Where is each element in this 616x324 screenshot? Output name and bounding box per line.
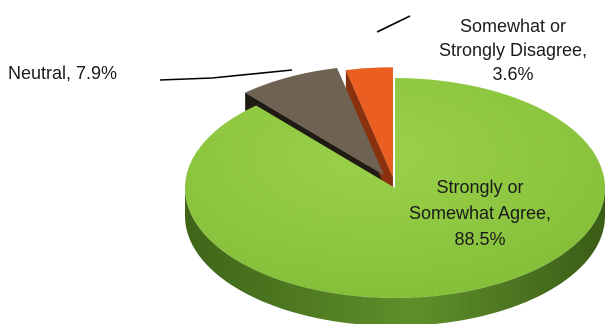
slice-agree bbox=[185, 78, 606, 298]
slice-neutral-label-line: Neutral, 7.9% bbox=[8, 63, 117, 83]
slice-agree-label-line: Strongly or bbox=[436, 177, 523, 197]
slice-neutral bbox=[245, 67, 385, 176]
slice-disagree-leader-line bbox=[376, 15, 411, 33]
slice-neutral-label: Neutral, 7.9% bbox=[8, 63, 117, 83]
slice-disagree-label: Somewhat or Strongly Disagree, 3.6% bbox=[439, 16, 587, 84]
slice-disagree-label-line: 3.6% bbox=[492, 64, 533, 84]
slice-agree-side bbox=[185, 186, 605, 324]
slice-disagree-label-line: Strongly Disagree, bbox=[439, 40, 587, 60]
slice-disagree bbox=[345, 67, 393, 178]
pie-tops bbox=[185, 67, 606, 298]
slice-agree-label-line: 88.5% bbox=[454, 229, 505, 249]
pie-labels: Strongly or Somewhat Agree, 88.5% Neutral, … bbox=[8, 15, 587, 249]
slice-agree-label-line: Somewhat Agree, bbox=[409, 203, 551, 223]
slice-disagree-label-line: Somewhat or bbox=[460, 16, 566, 36]
slice-neutral-leader-line bbox=[159, 69, 293, 81]
slice-agree-label: Strongly or Somewhat Agree, 88.5% bbox=[409, 177, 551, 249]
